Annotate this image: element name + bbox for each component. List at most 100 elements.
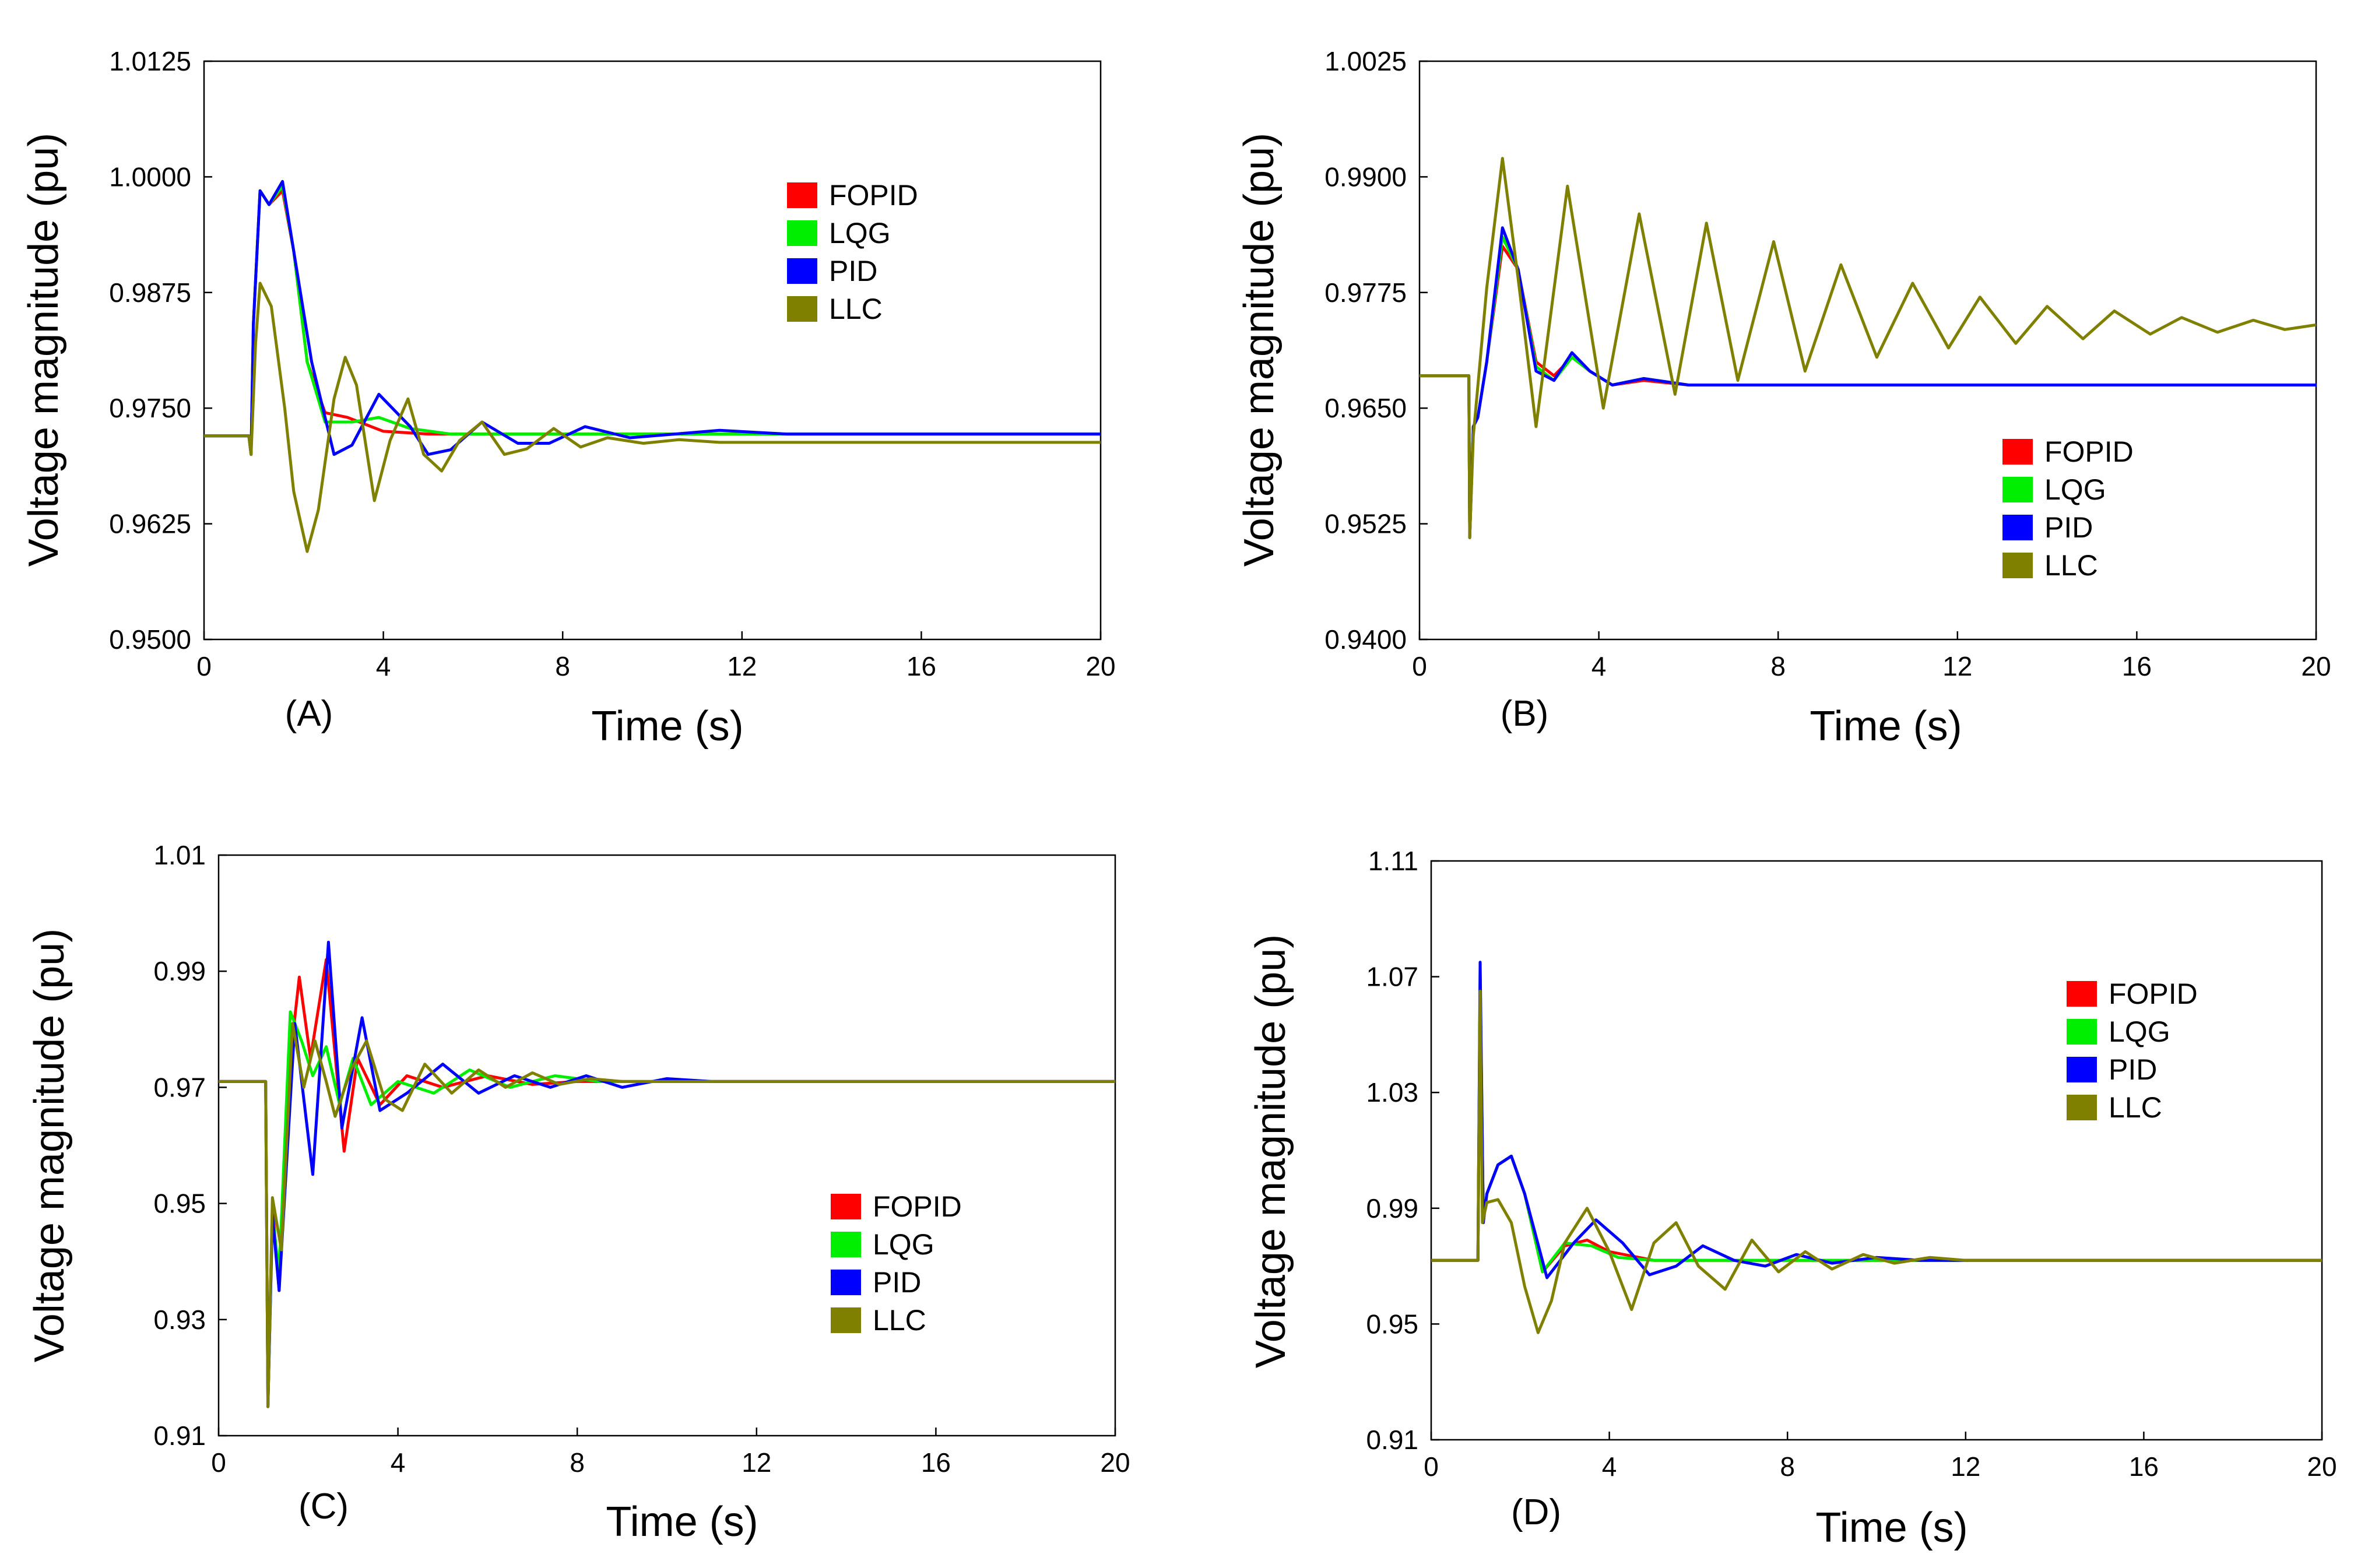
x-tick-label: 4	[376, 651, 391, 681]
y-tick-label: 1.03	[1366, 1077, 1418, 1108]
y-tick-label: 1.01	[153, 840, 206, 870]
y-tick-label: 0.99	[153, 956, 206, 986]
y-tick-label: 0.9525	[1324, 509, 1407, 539]
y-tick-label: 0.91	[1366, 1425, 1418, 1455]
legend-swatch-llc	[2067, 1095, 2097, 1120]
legend-label: LLC	[2044, 549, 2098, 582]
x-tick-label: 4	[1591, 651, 1607, 681]
legend-label: FOPID	[873, 1190, 962, 1223]
y-axis-label: Voltage magnitude (pu)	[26, 929, 73, 1363]
legend-label: PID	[2044, 511, 2093, 544]
y-tick-label: 0.9650	[1324, 393, 1407, 423]
plot-area-frame	[217, 854, 1116, 1437]
panel-label: (D)	[1511, 1492, 1561, 1532]
legend-swatch-pid	[2002, 515, 2033, 540]
x-tick-label: 8	[555, 651, 570, 681]
y-tick-label: 0.9500	[109, 624, 191, 655]
x-tick-label: 16	[921, 1447, 951, 1478]
plot-area-frame	[1430, 860, 2323, 1441]
x-tick-label: 20	[2301, 651, 2331, 681]
legend-swatch-llc	[831, 1307, 861, 1333]
y-tick-label: 0.9875	[109, 277, 191, 308]
x-axis-label: Time (s)	[1815, 1504, 1968, 1551]
y-tick-label: 0.97	[153, 1072, 206, 1102]
y-tick-label: 0.93	[153, 1305, 206, 1335]
x-axis-label: Time (s)	[606, 1499, 758, 1545]
y-axis-label: Voltage magnitude (pu)	[1236, 133, 1283, 567]
series-line-llc	[1420, 157, 2316, 539]
x-tick-label: 12	[727, 651, 757, 681]
y-tick-label: 0.95	[1366, 1309, 1418, 1339]
legend-label: LQG	[829, 217, 891, 249]
legend-label: FOPID	[829, 179, 918, 212]
legend-swatch-pid	[831, 1270, 861, 1295]
chart-panel-3: 0 4 8 12 16 20 0.91 0.93 0.95 0.97 0.99 1.01 FOPID LQ…	[26, 840, 1130, 1545]
x-tick-label: 0	[196, 651, 212, 681]
y-tick-label: 1.11	[1368, 846, 1418, 876]
x-tick-label: 20	[1100, 1447, 1130, 1478]
legend-label: LLC	[2109, 1091, 2162, 1124]
legend-label: LLC	[829, 293, 883, 325]
series-line-fopid	[204, 189, 1101, 456]
x-tick-label: 20	[1085, 651, 1115, 681]
legend-swatch-pid	[787, 258, 817, 284]
series-group	[219, 940, 1115, 1408]
y-tick-label: 1.07	[1366, 962, 1418, 992]
y-tick-label: 0.9400	[1324, 624, 1407, 655]
series-line-pid	[1420, 226, 2316, 539]
series-line-fopid	[1431, 981, 2322, 1274]
panel-label: (B)	[1501, 694, 1549, 734]
series-line-llc	[204, 282, 1101, 553]
x-tick-label: 20	[2307, 1451, 2337, 1482]
x-tick-label: 0	[211, 1447, 226, 1478]
x-tick-label: 12	[742, 1447, 771, 1478]
series-group	[1431, 961, 2322, 1334]
legend-swatch-fopid	[787, 182, 817, 208]
y-tick-label: 0.9775	[1324, 277, 1407, 308]
series-line-fopid	[219, 958, 1115, 1408]
panel-label: (A)	[285, 694, 333, 734]
x-tick-label: 8	[1770, 651, 1786, 681]
y-tick-label: 0.9625	[109, 509, 191, 539]
legend-label: LQG	[2109, 1015, 2170, 1048]
series-line-lqg	[1431, 969, 2322, 1274]
x-tick-label: 8	[570, 1447, 585, 1478]
legend-label: FOPID	[2044, 435, 2134, 468]
legend-label: LQG	[873, 1228, 934, 1261]
series-line-pid	[204, 180, 1101, 456]
x-axis-label: Time (s)	[591, 703, 743, 750]
x-tick-label: 4	[1602, 1451, 1617, 1482]
series-line-llc	[1431, 989, 2322, 1334]
y-tick-label: 0.9900	[1324, 161, 1407, 192]
x-tick-label: 12	[1951, 1451, 1980, 1482]
x-tick-label: 16	[2122, 651, 2152, 681]
plot-area-frame	[203, 60, 1102, 641]
legend-label: LQG	[2044, 473, 2106, 506]
legend-swatch-lqg	[2067, 1019, 2097, 1045]
legend-swatch-lqg	[2002, 477, 2033, 502]
legend-label: PID	[873, 1266, 921, 1299]
panel-label: (C)	[298, 1486, 349, 1527]
x-tick-label: 16	[907, 651, 936, 681]
series-group	[204, 180, 1101, 553]
legend-label: LLC	[873, 1304, 926, 1337]
y-tick-label: 1.0125	[109, 46, 191, 76]
plot-area-frame	[1418, 60, 2317, 641]
series-group	[1420, 157, 2316, 539]
y-tick-label: 1.0025	[1324, 46, 1407, 76]
x-tick-label: 0	[1424, 1451, 1439, 1482]
chart-panel-4: 0 4 8 12 16 20 0.91 0.95 0.99 1.03 1.07 1.11 FOPID LQ…	[1248, 846, 2337, 1551]
y-axis-label: Voltage magnitude (pu)	[20, 133, 67, 567]
legend-swatch-lqg	[831, 1232, 861, 1257]
y-tick-label: 0.9750	[109, 393, 191, 423]
y-tick-label: 1.0000	[109, 161, 191, 192]
y-tick-label: 0.95	[153, 1189, 206, 1219]
y-tick-label: 0.99	[1366, 1193, 1418, 1224]
chart-panel-2: 0 4 8 12 16 20 0.9400 0.9525 0.9650 0.9775 0.9900 1…	[1236, 46, 2331, 750]
legend-swatch-lqg	[787, 220, 817, 246]
x-tick-label: 12	[1942, 651, 1972, 681]
legend-label: PID	[829, 255, 877, 287]
legend-swatch-fopid	[2002, 439, 2033, 465]
x-tick-label: 4	[391, 1447, 406, 1478]
